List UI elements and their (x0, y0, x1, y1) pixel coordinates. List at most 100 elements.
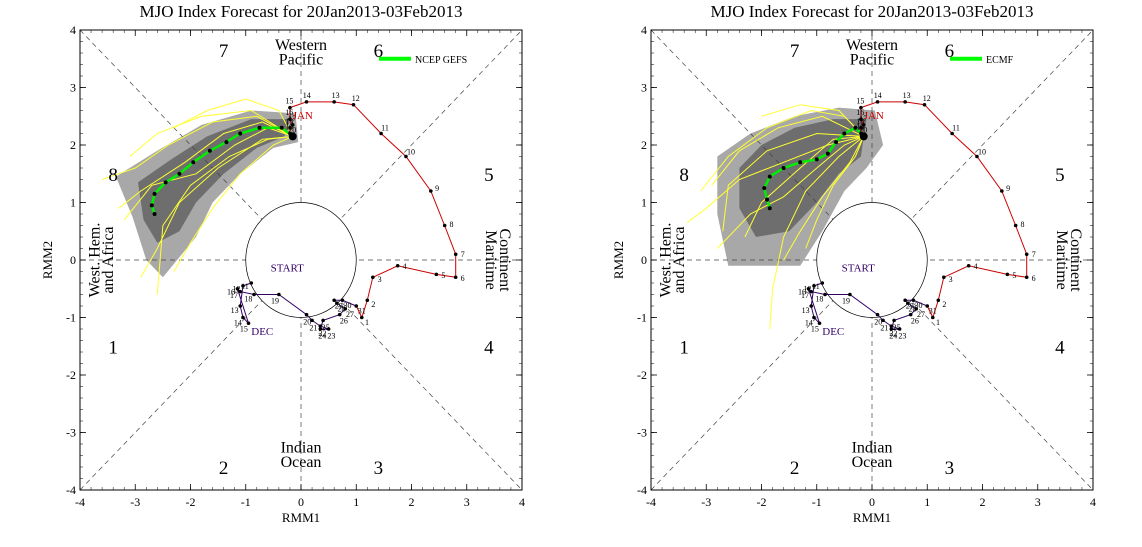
day-label: 17 (230, 291, 238, 300)
day-label: 15 (856, 97, 864, 106)
forecast-start-marker (288, 132, 297, 141)
day-label: 16 (798, 288, 806, 297)
y-tick-label: -1 (637, 311, 647, 325)
day-label: 8 (1020, 220, 1024, 229)
chart-svg: MJO Index Forecast for 20Jan2013-03Feb20… (611, 2, 1096, 525)
region-label-bottom: Indian (281, 440, 322, 457)
x-tick-label: 2 (409, 495, 415, 509)
ensemble-member-line (123, 127, 293, 221)
day-label: 2 (371, 300, 375, 309)
ensemble-mean-point (257, 125, 262, 130)
day-label: 15 (811, 325, 819, 334)
day-label: 28 (908, 304, 916, 313)
observed-point (453, 275, 458, 280)
x-axis-label: RMM1 (853, 510, 891, 525)
day-label: 17 (859, 114, 867, 123)
phase-label: 6 (945, 41, 955, 62)
observed-point (238, 304, 243, 308)
plot-area: 1112131415161718192021222324252627282930… (651, 30, 1093, 490)
phase-label: 4 (1055, 337, 1065, 358)
observed-point (235, 286, 240, 291)
observed-point (975, 154, 979, 159)
x-tick-label: 0 (298, 495, 304, 509)
observed-point (922, 102, 927, 107)
observed-point (903, 298, 907, 303)
day-label: 23 (898, 331, 906, 340)
observed-point (809, 289, 814, 294)
observed-point (310, 318, 314, 323)
unit-circle (816, 202, 928, 318)
phase-label: 8 (108, 165, 118, 186)
observed-point (881, 318, 885, 323)
x-tick-label: -2 (757, 495, 767, 509)
ensemble-member-line (716, 135, 864, 249)
region-label-right: Continent (1067, 228, 1084, 292)
observed-point (241, 284, 245, 288)
day-label: 5 (441, 271, 445, 280)
observed-point (950, 131, 954, 136)
observed-point (288, 105, 292, 110)
observed-point (889, 324, 894, 328)
observed-point (318, 327, 323, 331)
day-label: 19 (856, 123, 864, 132)
x-tick-label: -1 (241, 495, 251, 509)
x-tick-label: 3 (1035, 495, 1041, 509)
day-label: 13 (231, 306, 239, 315)
chart-title: MJO Index Forecast for 20Jan2013-03Feb20… (711, 2, 1034, 21)
day-label: 13 (903, 91, 911, 100)
day-label: 26 (340, 316, 348, 325)
day-label: 9 (435, 184, 439, 193)
day-label: 3 (949, 275, 953, 284)
start-label: START (271, 263, 305, 275)
region-label-bottom: Ocean (852, 454, 893, 471)
day-label: 6 (1032, 274, 1036, 283)
ensemble-spread-inner (138, 119, 290, 243)
observed-point (290, 123, 295, 127)
observed-point (453, 252, 458, 257)
ensemble-mean-point (853, 125, 858, 130)
observed-point (332, 298, 336, 303)
observed-point (252, 292, 256, 297)
chart-title: MJO Index Forecast for 20Jan2013-03Feb20… (140, 2, 463, 21)
observed-point (288, 117, 292, 121)
region-label-top: Western (846, 37, 898, 54)
observed-point (395, 263, 400, 268)
day-label: 6 (461, 274, 465, 283)
day-label: 17 (801, 291, 809, 300)
y-tick-label: 0 (70, 253, 76, 267)
observed-point (249, 281, 254, 285)
observed-point (318, 324, 323, 328)
day-label: 11 (952, 124, 960, 133)
day-label: 1 (365, 318, 369, 327)
day-label: 18 (285, 117, 293, 126)
dec-label: DEC (251, 326, 273, 338)
mjo-chart-ecmf: MJO Index Forecast for 20Jan2013-03Feb20… (571, 0, 1142, 547)
y-tick-label: -3 (66, 426, 76, 440)
ensemble-member-line (118, 121, 293, 209)
observed-point (379, 131, 383, 136)
day-label: 15 (240, 325, 248, 334)
ensemble-mean-point (207, 148, 212, 153)
day-label: 22 (889, 329, 897, 338)
day-label: 23 (327, 331, 335, 340)
y-tick-label: -4 (637, 483, 647, 497)
region-label-right: Continent (496, 228, 513, 292)
day-label: 13 (802, 306, 810, 315)
day-label: 20 (859, 125, 867, 134)
day-label: 24 (889, 332, 897, 341)
observed-point (817, 321, 822, 326)
start-label: START (842, 263, 876, 275)
day-label: 11 (381, 124, 389, 133)
observed-point (1024, 252, 1029, 257)
day-label: 11 (241, 282, 249, 291)
observed-point (340, 298, 345, 303)
observed-point (1024, 275, 1029, 280)
day-label: 20 (303, 318, 311, 327)
ensemble-member-line (173, 98, 294, 137)
phase-label: 5 (1055, 165, 1065, 186)
region-label-right: Maritime (482, 230, 499, 290)
observed-point (321, 318, 325, 323)
legend-label: ECMF (986, 55, 1014, 66)
day-label: 19 (271, 296, 279, 305)
day-label: 19 (285, 123, 293, 132)
